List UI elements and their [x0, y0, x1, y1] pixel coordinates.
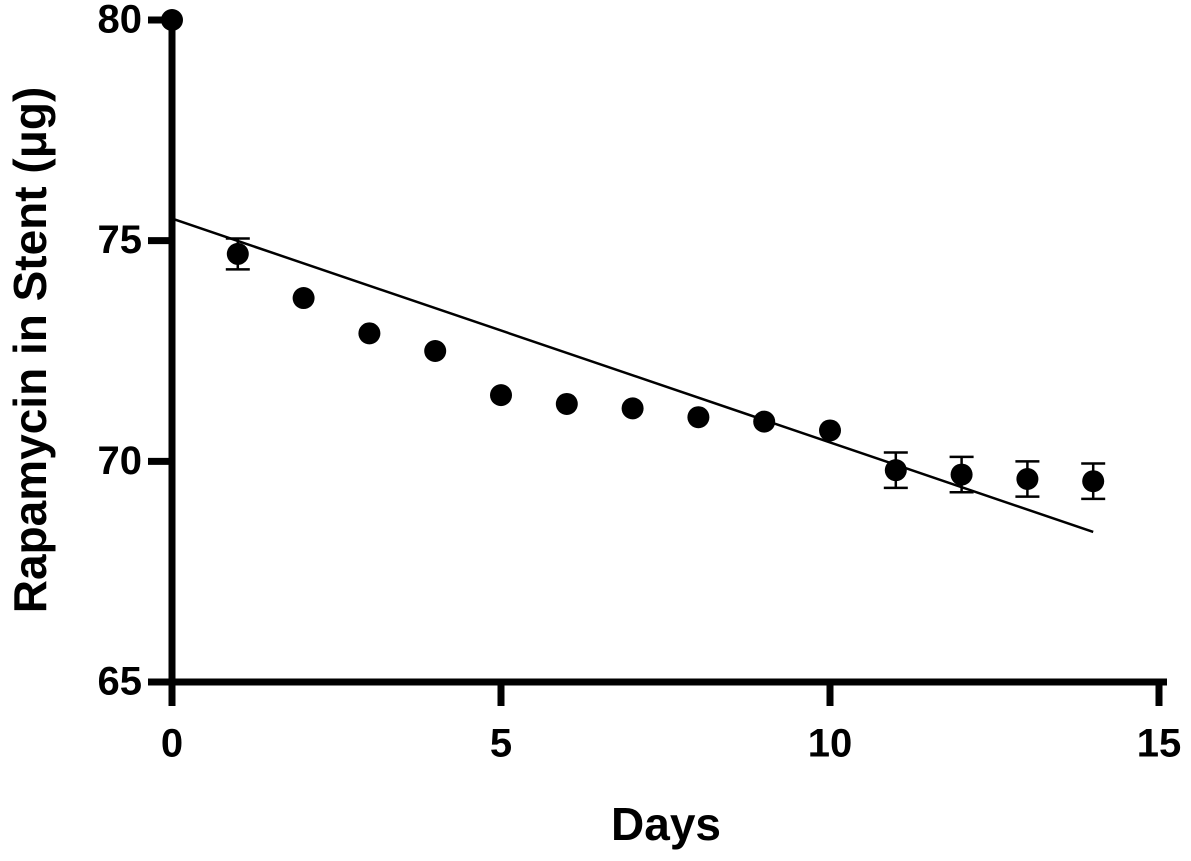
data-point	[1016, 467, 1039, 490]
x-tick-label: 15	[1137, 722, 1182, 766]
data-point	[555, 392, 578, 415]
data-point	[753, 410, 776, 433]
x-tick-label: 0	[161, 722, 183, 766]
data-point	[687, 406, 710, 429]
x-tick-label: 5	[490, 722, 512, 766]
fit-line	[171, 217, 1094, 534]
data-point	[621, 397, 644, 420]
x-axis-title: Days	[611, 798, 721, 850]
y-axis-title: Rapamycin in Stent (μg)	[4, 87, 56, 614]
data-point	[884, 459, 907, 482]
data-point	[819, 419, 841, 442]
data-point	[358, 322, 381, 345]
y-tick-label: 65	[98, 660, 143, 704]
x-tick-label: 10	[808, 722, 853, 766]
data-point	[1082, 470, 1105, 493]
data-point	[950, 463, 973, 486]
y-tick-label: 80	[98, 0, 143, 42]
data-point	[226, 242, 249, 265]
data-point	[161, 9, 183, 31]
data-point	[292, 287, 315, 310]
data-point	[424, 340, 447, 362]
y-tick-label: 75	[98, 218, 143, 262]
y-tick-label: 70	[98, 439, 143, 483]
data-point	[490, 384, 512, 407]
